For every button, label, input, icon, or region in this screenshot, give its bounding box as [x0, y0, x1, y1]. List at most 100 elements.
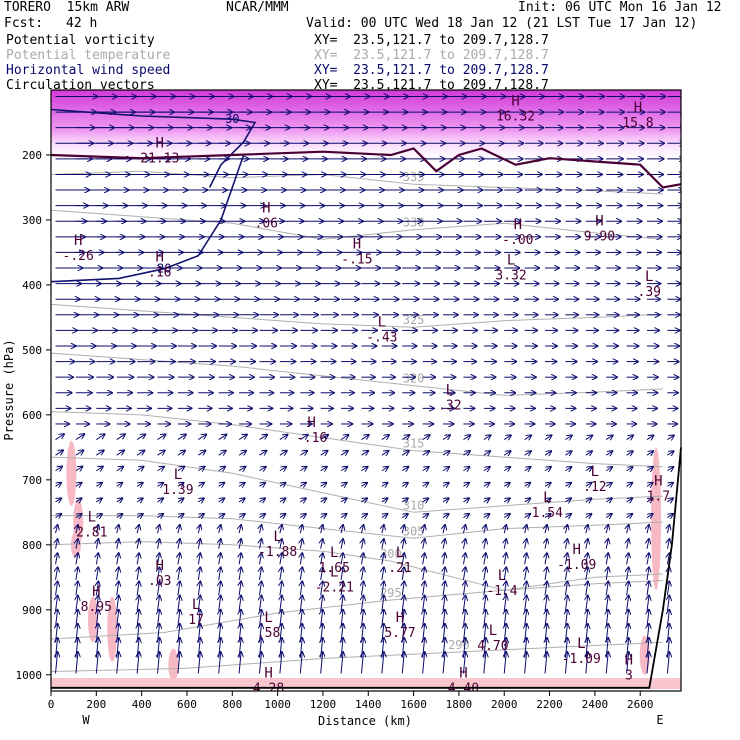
vector-arrow — [484, 582, 486, 596]
vector-arrow — [626, 451, 633, 455]
extremum-value: .39 — [638, 285, 661, 300]
vector-arrow — [443, 539, 445, 549]
vector-arrow — [423, 582, 425, 596]
vector-arrow — [585, 451, 592, 455]
vector-arrow — [382, 652, 384, 674]
plot-frame — [50, 89, 682, 692]
vector-arrow — [544, 514, 551, 518]
vector-arrow — [382, 525, 384, 534]
vector-arrow — [157, 451, 165, 456]
vector-arrow — [524, 483, 531, 487]
extremum-value: 1.7 — [647, 490, 670, 505]
isentrope-line — [51, 209, 663, 240]
extremum-marker: H — [634, 100, 642, 116]
vector-arrow — [422, 451, 430, 455]
vector-arrow — [463, 553, 465, 565]
vector-arrow — [158, 553, 160, 565]
x-tick-label: 1400 — [355, 698, 382, 711]
field-label-wind: Horizontal wind speed — [6, 63, 171, 78]
vector-arrow — [320, 498, 327, 502]
vector-arrow — [340, 467, 347, 471]
vector-arrow — [280, 567, 282, 580]
vector-arrow — [320, 467, 327, 471]
vector-arrow — [463, 467, 469, 471]
vector-arrow — [606, 582, 608, 596]
extremum-value: 8.95 — [81, 600, 112, 615]
extremum-value: -1.09 — [562, 652, 601, 667]
x-axis-ticks: 0 200 400 600 800 1000 1200 1400 1600 1800 2000 220… — [48, 691, 653, 711]
extremum-value: 1.39 — [162, 483, 193, 498]
vector-arrow — [219, 553, 221, 565]
vector-arrow — [646, 483, 653, 487]
vector-arrow — [56, 652, 58, 674]
vector-arrow — [137, 539, 139, 549]
vector-arrow — [75, 483, 82, 487]
vector-arrow — [96, 525, 98, 534]
vector-arrow — [667, 514, 673, 518]
vector-arrow — [361, 525, 363, 534]
vector-arrow — [178, 553, 180, 565]
extremum-value: -.00 — [502, 233, 533, 248]
extremum-value: -.16 — [296, 431, 327, 446]
vector-arrow — [116, 514, 123, 518]
isentrope-line — [51, 641, 663, 672]
vector-arrow — [484, 539, 486, 549]
vector-arrow — [259, 467, 265, 471]
vector-arrow — [483, 483, 490, 487]
extremum-value: -.26 — [63, 249, 94, 264]
vector-arrow — [423, 567, 425, 580]
vector-arrow — [321, 652, 323, 674]
extremum-marker: L — [591, 464, 599, 480]
y-tick-label: 400 — [22, 279, 42, 292]
isotach-line — [51, 154, 245, 283]
vector-arrow — [524, 514, 531, 518]
vector-arrow — [402, 539, 404, 549]
vector-arrow — [463, 596, 465, 612]
vector-arrow — [116, 483, 123, 487]
vector-arrow — [321, 525, 323, 534]
vector-arrow — [279, 467, 286, 471]
vector-arrow — [300, 514, 306, 518]
east-end-label: E — [656, 713, 663, 727]
vector-arrow — [605, 467, 612, 471]
vector-arrow — [280, 652, 282, 674]
vector-arrow — [116, 450, 124, 455]
field-label-circ: Circulation vectors — [6, 78, 155, 93]
init-time: Init: 06 UTC Mon 16 Jan 12 — [518, 0, 722, 15]
pv-2pvu-line — [51, 147, 681, 189]
vector-arrow — [341, 525, 343, 534]
vector-arrow — [647, 582, 649, 596]
vector-arrow — [402, 525, 404, 534]
vector-arrow — [565, 514, 571, 518]
vector-arrow — [321, 539, 323, 549]
extremum-marker: L — [446, 383, 454, 399]
extremum-value: 3 — [625, 668, 633, 683]
x-tick-label: 1800 — [446, 698, 473, 711]
vector-arrow — [76, 539, 78, 549]
extremum-marker: L — [88, 509, 96, 525]
extremum-marker: H — [92, 584, 100, 600]
vector-arrow — [605, 483, 612, 487]
vector-arrow — [219, 596, 221, 612]
vector-arrow — [545, 596, 547, 612]
vector-arrow — [586, 553, 588, 565]
vector-arrow — [56, 596, 58, 612]
isentrope-line — [51, 456, 663, 513]
vector-arrow — [525, 652, 527, 674]
vector-arrow — [443, 652, 445, 674]
vector-arrow — [198, 467, 204, 471]
pv-anomaly-patch — [73, 499, 84, 545]
vector-arrow — [401, 451, 409, 455]
vector-arrow — [238, 514, 245, 518]
pv-anomaly-patch — [168, 648, 179, 682]
extremum-value: -1.4 — [486, 584, 517, 599]
vector-arrow — [443, 582, 445, 596]
vector-arrow — [463, 539, 465, 549]
extremum-marker: L — [396, 545, 404, 561]
vector-arrow — [442, 498, 449, 502]
vector-arrow — [137, 596, 139, 612]
vector-arrow — [422, 483, 429, 487]
extremum-marker: L — [378, 314, 386, 330]
vector-arrow — [158, 582, 160, 596]
